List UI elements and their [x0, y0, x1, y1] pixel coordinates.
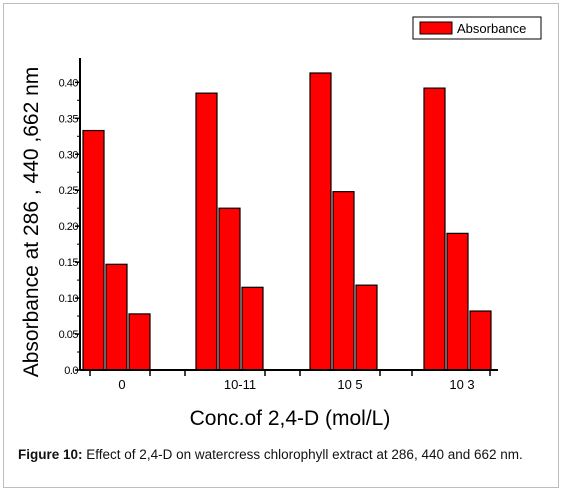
figure-caption: Figure 10: Effect of 2,4-D on watercress…	[18, 446, 538, 464]
legend-swatch	[419, 21, 453, 35]
x-tick-label: 10 3	[449, 377, 474, 392]
y-tick-label: 0.10	[59, 293, 79, 305]
bar-chart: 0.0 0.05 0.10 0.15 0.20 0.25 0.30 0.35 0.40 0 10-…	[20, 16, 542, 430]
legend-label: Absorbance	[457, 21, 526, 36]
bar	[469, 310, 492, 371]
legend: Absorbance	[412, 16, 542, 40]
y-tick-label: 0.20	[59, 221, 79, 233]
bar	[355, 284, 378, 371]
bars-group	[82, 72, 492, 371]
bar	[105, 263, 128, 371]
y-ticks-group: 0.0 0.05 0.10 0.15 0.20 0.25 0.30 0.35 0.40	[59, 77, 80, 377]
x-ticks-group: 0 10-11 10 5 10 3	[89, 370, 491, 392]
x-tick-label: 10-11	[224, 377, 256, 392]
y-tick-label: 0.30	[59, 149, 79, 161]
bar	[332, 191, 355, 371]
bar	[446, 232, 469, 371]
caption-text: Effect of 2,4-D on watercress chlorophyl…	[86, 447, 523, 462]
caption-label: Figure 10:	[18, 447, 83, 462]
bar	[218, 207, 241, 371]
bar	[128, 313, 151, 371]
y-axis-label: Absorbance at 286 , 440 ,662 nm	[20, 67, 43, 378]
y-tick-label: 0.05	[59, 329, 79, 341]
bar	[241, 286, 264, 371]
x-tick-label: 0	[118, 377, 125, 392]
x-tick-label: 10 5	[337, 377, 362, 392]
y-tick-label: 0.15	[59, 257, 79, 269]
bar	[423, 87, 446, 371]
bar	[82, 129, 105, 371]
y-tick-label: 0.35	[59, 113, 79, 125]
y-tick-label: 0.0	[64, 365, 78, 377]
y-tick-label: 0.25	[59, 185, 79, 197]
bar	[195, 92, 218, 371]
bar	[309, 72, 332, 371]
x-axis-label: Conc.of 2,4-D (mol/L)	[190, 407, 391, 430]
y-tick-label: 0.40	[59, 77, 79, 89]
